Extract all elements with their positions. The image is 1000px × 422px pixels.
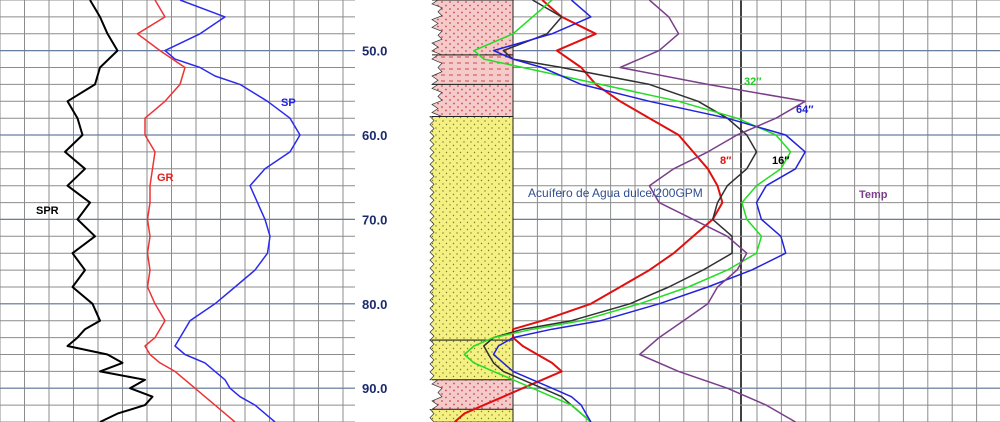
log-curves [64, 0, 806, 422]
lithology-bed [430, 379, 514, 410]
lithology-bed [431, 84, 514, 117]
depth-tick-label: 60.0 [362, 128, 387, 143]
track2-curve-4 [619, 0, 806, 422]
series-label-8: 8″ [720, 155, 732, 167]
track2-curve-2 [463, 0, 792, 422]
depth-tick-label: 50.0 [362, 44, 387, 59]
track1-curve-2 [164, 0, 301, 422]
series-label-gr: GR [157, 172, 174, 184]
series-label-sp: SP [281, 97, 296, 109]
series-label-64: 64″ [796, 104, 814, 116]
depth-tick-label: 80.0 [362, 297, 387, 312]
series-label-16: 16″ [772, 155, 790, 167]
depth-tick-label: 70.0 [362, 212, 387, 227]
track2-curve-3 [492, 0, 806, 422]
lithology-bed [430, 54, 514, 85]
track1-curve-1 [136, 0, 236, 422]
lithology-bed [429, 116, 514, 341]
aquifer-annotation: Acuífero de Agua dulce/200GPM [528, 186, 703, 200]
series-label-spr: SPR [36, 205, 59, 217]
series-label-32: 32″ [744, 76, 762, 88]
track2-curve-1 [483, 0, 758, 422]
series-label-temp: Temp [859, 189, 888, 201]
lithology-bed [431, 0, 514, 56]
depth-tick-label: 90.0 [362, 381, 387, 396]
labels: 50.0 60.0 70.0 80.0 90.0 SPR GR SP 32″ 6… [36, 44, 888, 397]
track1-curve-0 [64, 0, 154, 422]
track2-curve-0 [453, 0, 724, 422]
